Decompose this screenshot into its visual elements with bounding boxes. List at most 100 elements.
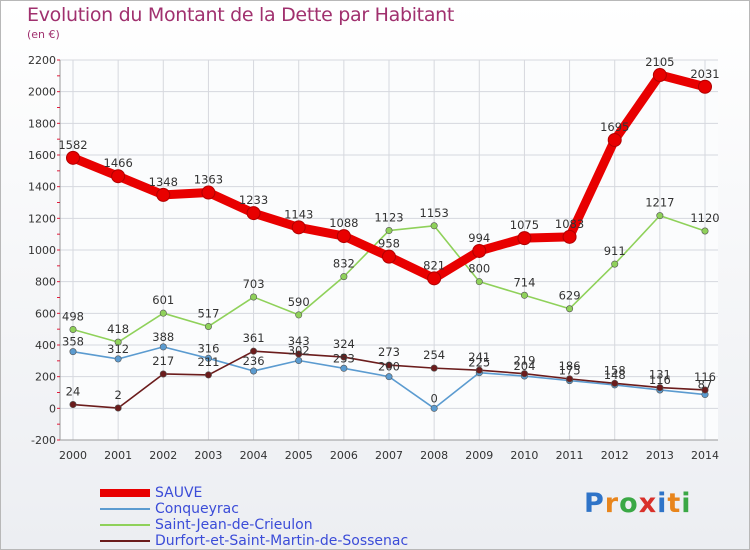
logo-letter: i: [681, 488, 692, 519]
data-point: [520, 370, 528, 378]
data-point: [475, 366, 483, 374]
data-label: 2: [114, 388, 121, 402]
data-point: [250, 347, 258, 355]
data-label: 131: [649, 368, 671, 382]
data-label: 958: [378, 237, 400, 251]
data-point: [656, 212, 664, 220]
data-point: [204, 322, 212, 330]
data-label: 116: [649, 373, 671, 387]
data-point: [114, 355, 122, 363]
data-label: 312: [107, 342, 129, 356]
data-label: 911: [604, 244, 626, 258]
data-label: 800: [468, 262, 490, 276]
legend-item: Durfort-et-Saint-Martin-de-Sossenac: [100, 533, 408, 549]
data-point: [114, 404, 122, 412]
y-tick-label: 200: [35, 371, 56, 384]
data-label: 629: [559, 289, 581, 303]
data-point: [566, 375, 574, 383]
x-tick-label: 2010: [510, 449, 538, 462]
data-label: 418: [107, 322, 129, 336]
data-label: 1123: [374, 211, 403, 225]
x-tick-label: 2000: [59, 449, 87, 462]
data-label: 302: [288, 344, 310, 358]
legend-label: SAUVE: [155, 485, 203, 501]
data-point: [69, 325, 77, 333]
y-tick-label: 2200: [28, 54, 56, 67]
legend-item: SAUVE: [100, 485, 202, 501]
logo-letter: x: [638, 488, 658, 519]
legend-label: Conqueyrac: [155, 501, 239, 517]
data-label: 200: [378, 360, 400, 374]
data-point: [698, 79, 712, 94]
legend-item: Conqueyrac: [100, 501, 239, 517]
data-point: [611, 260, 619, 268]
data-point: [427, 271, 442, 286]
data-point: [69, 401, 77, 409]
data-label: 0: [430, 391, 437, 405]
data-label: 498: [62, 309, 84, 323]
legend-label: Durfort-et-Saint-Martin-de-Sossenac: [155, 533, 409, 549]
data-label: 703: [243, 277, 265, 291]
data-label: 225: [468, 356, 490, 370]
data-point: [382, 249, 396, 264]
data-point: [201, 185, 216, 200]
data-label: 211: [197, 355, 219, 369]
data-point: [156, 187, 171, 202]
data-label: 1217: [645, 196, 674, 210]
data-point: [701, 227, 709, 235]
data-label: 1695: [600, 120, 629, 134]
y-tick-label: 1800: [28, 117, 56, 130]
x-tick-label: 2006: [330, 449, 358, 462]
legend-item: Saint-Jean-de-Crieulon: [100, 517, 313, 533]
data-point: [295, 350, 303, 358]
proxiti-logo: Proxiti: [584, 488, 692, 519]
data-label: 254: [423, 348, 445, 362]
data-label: 361: [243, 331, 265, 345]
data-label: 1466: [104, 156, 133, 170]
x-tick-label: 2007: [375, 449, 403, 462]
data-label: 175: [559, 364, 581, 378]
data-point: [611, 379, 619, 387]
data-label: 241: [468, 350, 490, 364]
data-label: 158: [604, 363, 626, 377]
data-point: [430, 404, 438, 412]
data-point: [517, 231, 532, 246]
data-label: 821: [423, 258, 445, 272]
data-point: [385, 227, 393, 235]
logo-letter: o: [619, 488, 639, 519]
x-tick-label: 2011: [556, 449, 584, 462]
data-point: [204, 371, 212, 379]
data-label: 1088: [329, 216, 358, 230]
logo-letter: t: [667, 488, 682, 519]
data-label: 2105: [645, 55, 674, 69]
x-tick-label: 2003: [194, 449, 222, 462]
data-point: [562, 229, 577, 244]
x-tick-label: 2002: [149, 449, 177, 462]
data-point: [250, 367, 258, 375]
data-point: [250, 293, 258, 301]
data-point: [159, 343, 167, 351]
data-label: 148: [604, 368, 626, 382]
y-tick-label: 1600: [28, 149, 56, 162]
y-tick-label: 0: [49, 402, 56, 415]
data-point: [472, 243, 487, 258]
data-label: 1582: [58, 138, 87, 152]
data-label: 1075: [510, 218, 539, 232]
data-point: [385, 373, 393, 381]
data-label: 1153: [420, 206, 449, 220]
data-point: [656, 384, 664, 392]
chart-title: Evolution du Montant de la Dette par Hab…: [27, 4, 455, 26]
x-tick-label: 2012: [601, 449, 629, 462]
data-point: [159, 370, 167, 378]
data-label: 601: [152, 293, 174, 307]
data-point: [246, 206, 261, 221]
legend-swatch: [100, 540, 150, 542]
data-label: 994: [468, 231, 490, 245]
y-tick-label: -200: [31, 434, 56, 447]
data-point: [520, 291, 528, 299]
x-tick-label: 2005: [285, 449, 313, 462]
data-label: 714: [513, 275, 535, 289]
y-tick-label: 400: [35, 339, 56, 352]
logo-letter: P: [584, 488, 605, 519]
